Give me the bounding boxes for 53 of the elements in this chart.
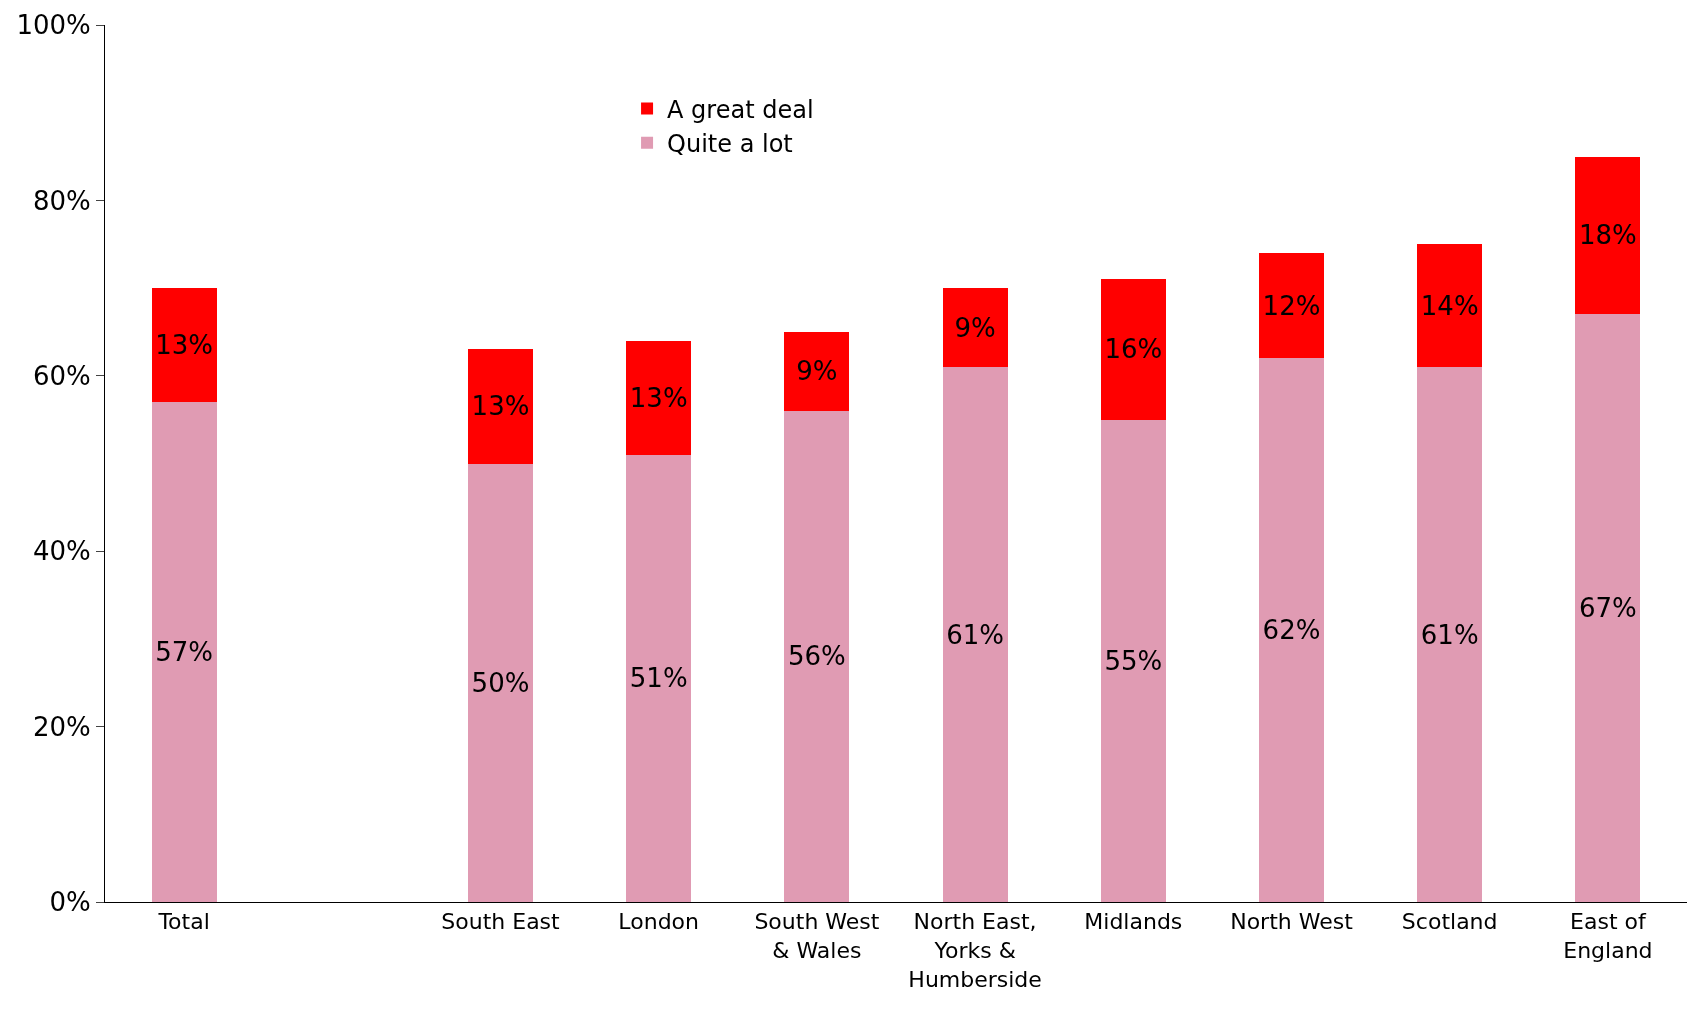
x-tick-label: Total <box>157 909 210 935</box>
data-label: 57% <box>155 637 213 668</box>
data-label: 9% <box>954 312 996 343</box>
bar <box>468 463 533 902</box>
x-tick-label: London <box>618 909 700 935</box>
x-tick-label: Scotland <box>1401 909 1498 935</box>
data-label: 13% <box>471 391 530 422</box>
bar <box>1100 419 1166 902</box>
y-tick-label: 20% <box>33 711 91 742</box>
x-tick-label: North West <box>1230 909 1354 935</box>
x-tick-label: Midlands <box>1084 909 1183 935</box>
bar <box>626 340 692 455</box>
x-tick-label: South West & Wales <box>754 909 880 963</box>
bar <box>784 410 850 902</box>
bar <box>784 331 850 411</box>
y-tick-label: 60% <box>33 360 91 391</box>
legend-label: Quite a lot <box>667 130 793 159</box>
bar <box>942 367 1008 902</box>
data-label: 50% <box>471 667 530 698</box>
data-label: 61% <box>1420 619 1479 650</box>
bar <box>942 288 1008 368</box>
bar <box>1259 253 1324 359</box>
x-tick-label: South East <box>441 909 561 935</box>
data-label: 13% <box>155 330 213 361</box>
data-label: 61% <box>946 619 1004 650</box>
data-label: 62% <box>1262 615 1321 646</box>
y-tick-label: 40% <box>33 536 91 567</box>
y-tick-label: 100% <box>16 10 91 41</box>
data-label: 13% <box>629 382 688 413</box>
bar <box>1417 244 1483 368</box>
data-label: 18% <box>1579 220 1637 251</box>
bar <box>151 288 217 403</box>
bar <box>1100 279 1166 420</box>
bar <box>1575 314 1641 902</box>
y-tick-label: 80% <box>33 185 91 216</box>
y-tick-label: 0% <box>49 887 91 918</box>
data-label: 55% <box>1104 645 1163 676</box>
data-label: 14% <box>1420 290 1479 321</box>
data-label: 51% <box>629 663 688 694</box>
data-label: 16% <box>1104 334 1163 365</box>
data-label: 67% <box>1579 593 1637 624</box>
bar <box>468 349 533 464</box>
data-label: 9% <box>796 356 838 387</box>
x-tick-label: East of England <box>1563 909 1653 963</box>
data-label: 12% <box>1262 290 1321 321</box>
bar <box>1575 156 1641 315</box>
data-label: 56% <box>788 641 846 672</box>
legend-label: A great deal <box>667 95 814 124</box>
bar <box>1259 358 1324 902</box>
bar <box>1417 367 1483 902</box>
bar <box>626 454 692 902</box>
bar <box>151 402 217 902</box>
x-tick-label: North East, Yorks & Humberside <box>908 909 1042 992</box>
